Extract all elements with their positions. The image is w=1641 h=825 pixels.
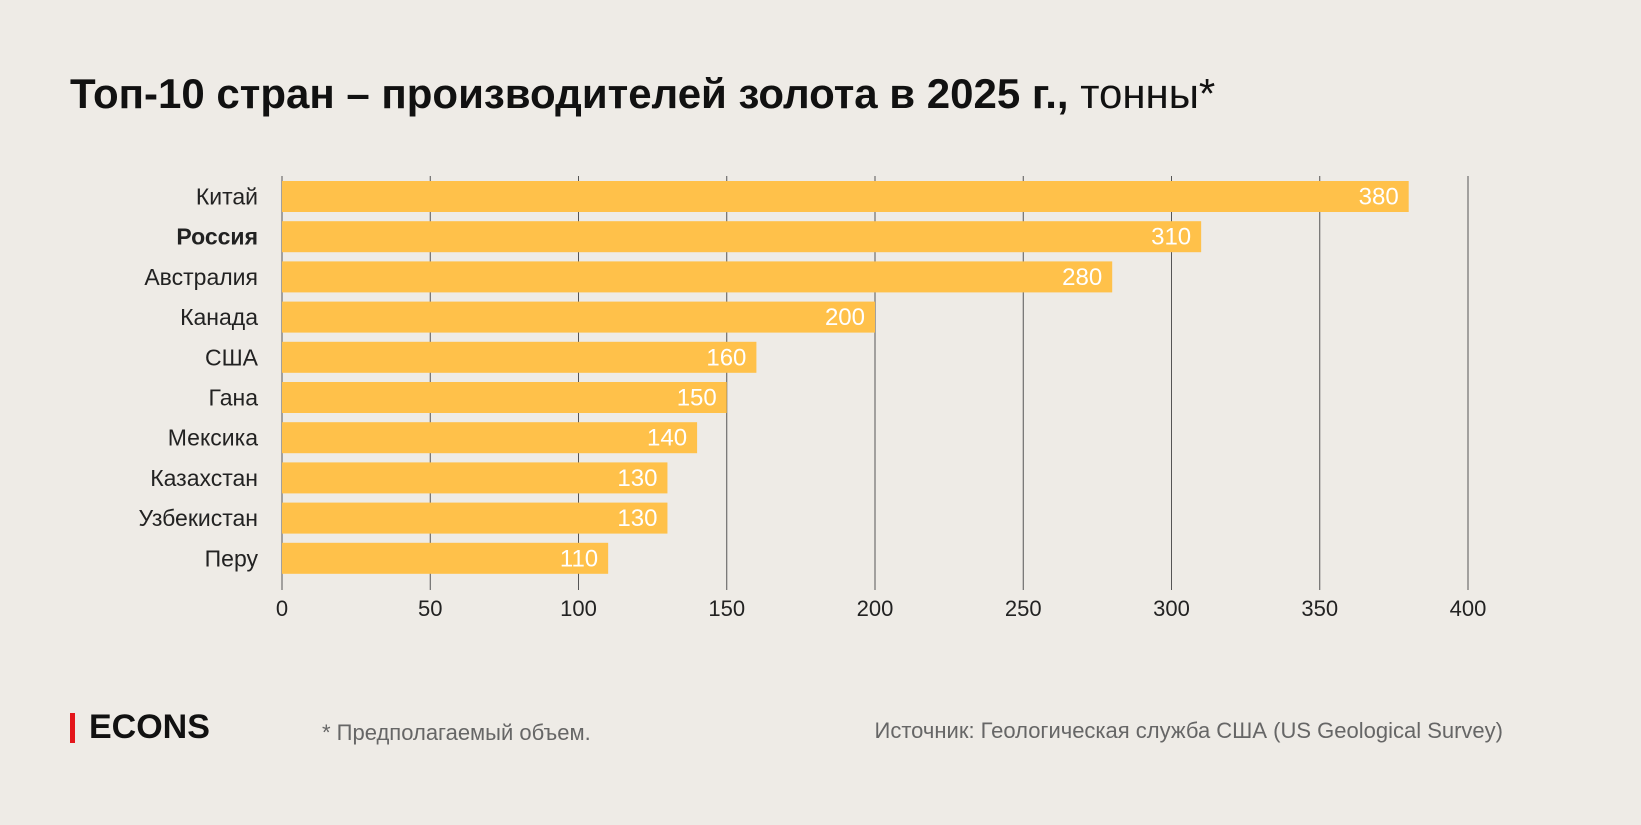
- x-tick-label: 150: [708, 596, 745, 621]
- category-label: Узбекистан: [139, 505, 259, 531]
- chart-title: Топ-10 стран – производителей золота в 2…: [70, 70, 1215, 118]
- title-unit: тонны*: [1068, 70, 1216, 117]
- data-label: 130: [617, 465, 657, 492]
- bar: [282, 261, 1113, 293]
- category-label: Перу: [205, 545, 259, 571]
- econs-logo: ECONS: [70, 708, 210, 747]
- category-label: Австралия: [144, 264, 258, 290]
- category-label: Китай: [196, 184, 258, 210]
- category-label: Мексика: [168, 425, 258, 451]
- x-tick-label: 400: [1450, 596, 1487, 621]
- data-label: 200: [825, 304, 865, 331]
- data-label: 280: [1062, 264, 1102, 291]
- data-label: 110: [560, 545, 598, 572]
- x-tick-label: 250: [1005, 596, 1042, 621]
- x-tick-label: 350: [1301, 596, 1338, 621]
- bar: [282, 181, 1409, 212]
- bar: [282, 542, 609, 574]
- category-label: США: [205, 344, 259, 370]
- bar: [282, 341, 757, 373]
- category-label: Казахстан: [150, 465, 258, 491]
- logo-text: ECONS: [89, 708, 210, 746]
- data-label: 380: [1359, 184, 1399, 211]
- data-label: 150: [677, 385, 717, 412]
- bar: [282, 221, 1202, 253]
- title-main: Топ-10 стран – производителей золота в 2…: [70, 70, 1069, 117]
- category-label: Канада: [180, 304, 258, 330]
- category-label: Россия: [176, 224, 258, 250]
- source-note: Источник: Геологическая служба США (US G…: [874, 718, 1503, 743]
- x-tick-label: 100: [560, 596, 597, 621]
- x-tick-label: 50: [418, 596, 442, 621]
- data-label: 310: [1151, 224, 1191, 251]
- x-tick-label: 200: [857, 596, 894, 621]
- bar: [282, 382, 727, 413]
- bar: [282, 462, 668, 494]
- data-label: 130: [617, 505, 657, 532]
- bar: [282, 422, 698, 454]
- data-label: 160: [706, 344, 746, 371]
- footnote: * Предполагаемый объем.: [322, 720, 591, 745]
- bar: [282, 502, 668, 534]
- bar: [282, 301, 875, 333]
- data-label: 140: [647, 425, 687, 452]
- category-label: Гана: [209, 385, 259, 411]
- x-tick-label: 300: [1153, 596, 1190, 621]
- x-tick-label: 0: [276, 596, 288, 621]
- logo-red-bar: [70, 712, 75, 743]
